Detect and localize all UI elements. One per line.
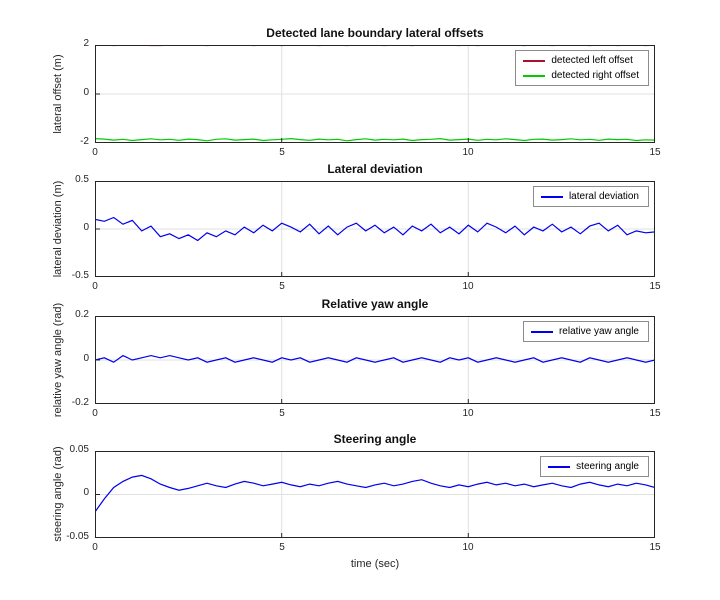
plot-area (95, 316, 655, 404)
legend: steering angle (540, 456, 649, 477)
x-tick-label: 15 (649, 408, 661, 419)
y-tick-label: 2 (83, 38, 89, 49)
x-tick-label: 5 (279, 281, 285, 292)
legend-entry: detected right offset (523, 70, 639, 81)
legend-label: steering angle (576, 461, 639, 472)
legend-label: lateral deviation (568, 191, 639, 202)
chart-title: Detected lane boundary lateral offsets (266, 26, 484, 40)
chart-title: Steering angle (333, 432, 417, 446)
chart-title: Lateral deviation (327, 162, 423, 176)
x-tick-label: 5 (279, 408, 285, 419)
x-tick-label: 10 (462, 408, 474, 419)
x-tick-label: 10 (462, 542, 474, 553)
y-tick-label: 0 (83, 87, 89, 98)
y-tick-label: 0 (83, 487, 89, 498)
x-tick-label: 10 (462, 281, 474, 292)
y-tick-label: 0 (83, 353, 89, 364)
x-tick-label: 0 (92, 408, 98, 419)
x-tick-label: 0 (92, 147, 98, 158)
x-tick-label: 10 (462, 147, 474, 158)
series-line (95, 354, 655, 363)
legend-line-swatch (540, 195, 563, 198)
legend-entry: lateral deviation (540, 191, 639, 202)
plot-area (95, 181, 655, 277)
legend-line-swatch (530, 330, 553, 333)
legend: lateral deviation (532, 186, 649, 207)
legend-label: detected right offset (551, 70, 639, 81)
y-tick-label: -2 (80, 136, 89, 147)
legend-entry: steering angle (548, 461, 639, 472)
y-tick-label: 0 (83, 222, 89, 233)
x-tick-label: 0 (92, 281, 98, 292)
legend: relative yaw angle (522, 321, 649, 342)
x-axis-label: time (sec) (350, 558, 400, 570)
y-tick-label: 0.05 (69, 444, 89, 455)
y-tick-label: -0.05 (66, 531, 89, 542)
series-line (95, 474, 655, 513)
legend: detected left offset detected right offs… (515, 50, 649, 86)
legend-label: detected left offset (551, 55, 633, 66)
legend-line-swatch (548, 465, 571, 468)
plot-area (95, 451, 655, 538)
y-tick-label: -0.2 (71, 397, 89, 408)
legend-line-swatch (523, 59, 546, 62)
y-tick-label: 0.5 (75, 174, 89, 185)
x-tick-label: 5 (279, 147, 285, 158)
x-tick-label: 15 (649, 542, 661, 553)
chart-title: Relative yaw angle (321, 297, 429, 311)
y-tick-label: 0.2 (75, 309, 89, 320)
x-tick-label: 15 (649, 281, 661, 292)
x-tick-label: 5 (279, 542, 285, 553)
y-tick-label: -0.5 (71, 270, 89, 281)
series-line (95, 216, 655, 242)
x-tick-label: 0 (92, 542, 98, 553)
legend-entry: detected left offset (523, 55, 639, 66)
plot-area (95, 45, 655, 143)
legend-line-swatch (523, 74, 546, 77)
legend-entry: relative yaw angle (530, 326, 639, 337)
x-tick-label: 15 (649, 147, 661, 158)
legend-label: relative yaw angle (558, 326, 639, 337)
series-line (95, 137, 655, 142)
